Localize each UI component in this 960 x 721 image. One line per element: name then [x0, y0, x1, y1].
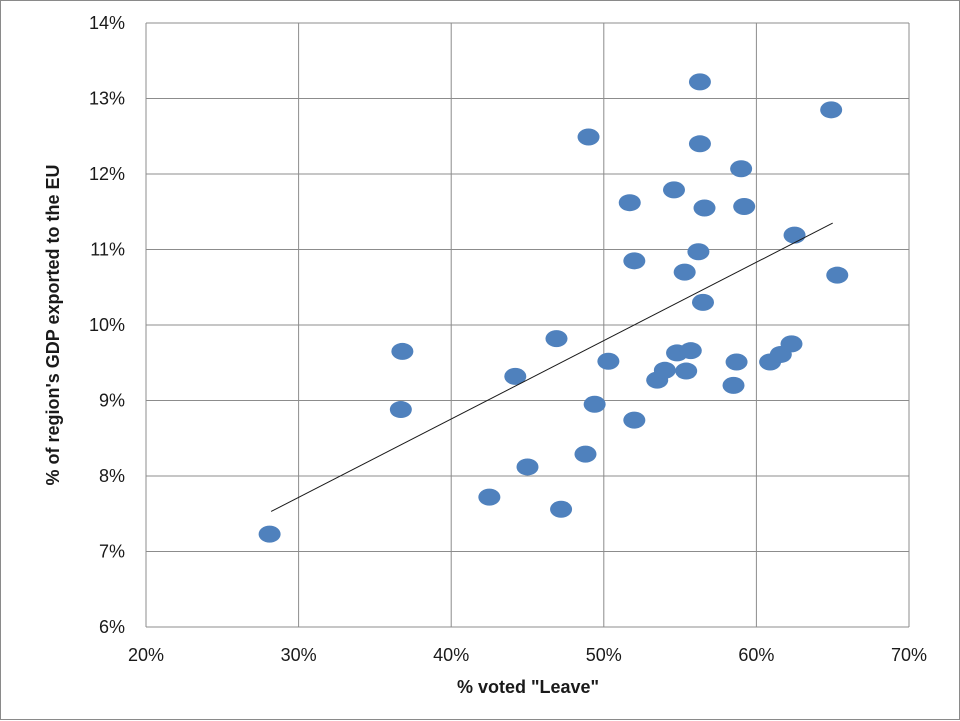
x-tick-label: 60%: [738, 645, 774, 665]
data-point: [688, 73, 711, 91]
y-tick-label: 11%: [90, 240, 125, 260]
data-point: [623, 252, 646, 270]
data-point: [691, 293, 714, 311]
data-point: [545, 330, 568, 348]
y-axis-ticks: 6% 7% 8% 9% 10% 11% 12% 13% 14%: [89, 13, 125, 637]
data-point: [662, 181, 685, 199]
y-tick-label: 8%: [99, 466, 125, 486]
data-point: [389, 401, 412, 419]
x-axis-title: % voted "Leave": [457, 677, 599, 697]
x-tick-label: 20%: [128, 645, 164, 665]
data-point: [258, 525, 281, 543]
y-tick-label: 14%: [89, 13, 125, 33]
data-point: [618, 194, 641, 212]
data-point: [780, 335, 803, 353]
y-tick-label: 6%: [99, 617, 125, 637]
x-tick-label: 70%: [891, 645, 927, 665]
x-tick-label: 40%: [433, 645, 469, 665]
x-tick-label: 50%: [586, 645, 622, 665]
trendline: [270, 222, 833, 512]
data-point: [722, 376, 745, 394]
data-point: [577, 128, 600, 146]
data-point: [783, 226, 806, 244]
data-point: [516, 458, 539, 476]
y-tick-label: 9%: [99, 391, 125, 411]
y-tick-label: 12%: [89, 164, 125, 184]
data-point: [574, 445, 597, 463]
data-point: [675, 362, 698, 380]
data-point: [653, 361, 676, 379]
data-point: [583, 395, 606, 413]
data-point: [687, 243, 710, 261]
data-point: [550, 500, 573, 518]
data-point: [693, 199, 716, 217]
data-points: [258, 73, 849, 543]
data-point: [826, 266, 849, 284]
data-point: [725, 353, 748, 371]
data-point: [673, 263, 696, 281]
y-tick-label: 7%: [99, 542, 125, 562]
data-point: [597, 352, 620, 370]
data-point: [623, 411, 646, 429]
x-axis-ticks: 20% 30% 40% 50% 60% 70%: [128, 645, 927, 665]
data-point: [730, 160, 753, 178]
data-point: [679, 342, 702, 360]
data-point: [733, 197, 756, 215]
y-tick-label: 13%: [89, 89, 125, 109]
horizontal-gridlines: [146, 22, 909, 628]
data-point: [688, 135, 711, 153]
y-axis-title: % of region's GDP exported to the EU: [43, 165, 63, 486]
data-point: [504, 367, 527, 385]
data-point: [820, 101, 843, 119]
data-point: [391, 342, 414, 360]
x-tick-label: 30%: [281, 645, 317, 665]
y-tick-label: 10%: [89, 315, 125, 335]
data-point: [478, 488, 501, 506]
